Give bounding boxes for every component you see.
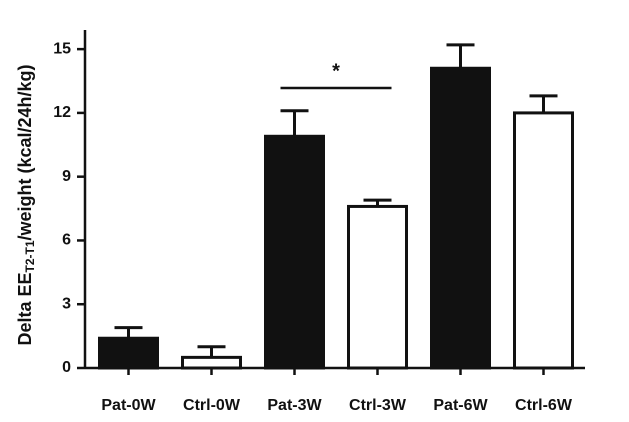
bar: [264, 134, 325, 370]
bar: [430, 66, 491, 370]
x-tick-label: Ctrl-6W: [515, 397, 573, 414]
x-tick-label: Ctrl-0W: [183, 397, 241, 414]
x-tick-label: Pat-6W: [433, 397, 488, 414]
y-tick-label: 0: [62, 359, 71, 376]
y-axis-label: Delta EET2-T1/weight (kcal/24h/kg): [15, 64, 37, 345]
x-tick-label: Pat-0W: [101, 397, 156, 414]
y-label-subscript: T2-T1: [23, 240, 37, 272]
x-tick-label: Ctrl-3W: [349, 397, 407, 414]
y-tick-label: 9: [62, 168, 71, 185]
bar: [98, 336, 159, 370]
y-tick-label: 12: [53, 104, 71, 121]
y-label-suffix: /weight (kcal/24h/kg): [15, 64, 35, 240]
bar: [347, 204, 408, 370]
bar: [181, 355, 242, 370]
y-tick-label: 6: [62, 232, 71, 249]
y-tick-label: 3: [62, 295, 71, 312]
bar: [513, 111, 574, 370]
x-tick-label: Pat-3W: [267, 397, 322, 414]
significance-star: *: [332, 60, 340, 82]
y-label-main: Delta EE: [15, 273, 35, 346]
y-tick-label: 15: [53, 40, 71, 57]
